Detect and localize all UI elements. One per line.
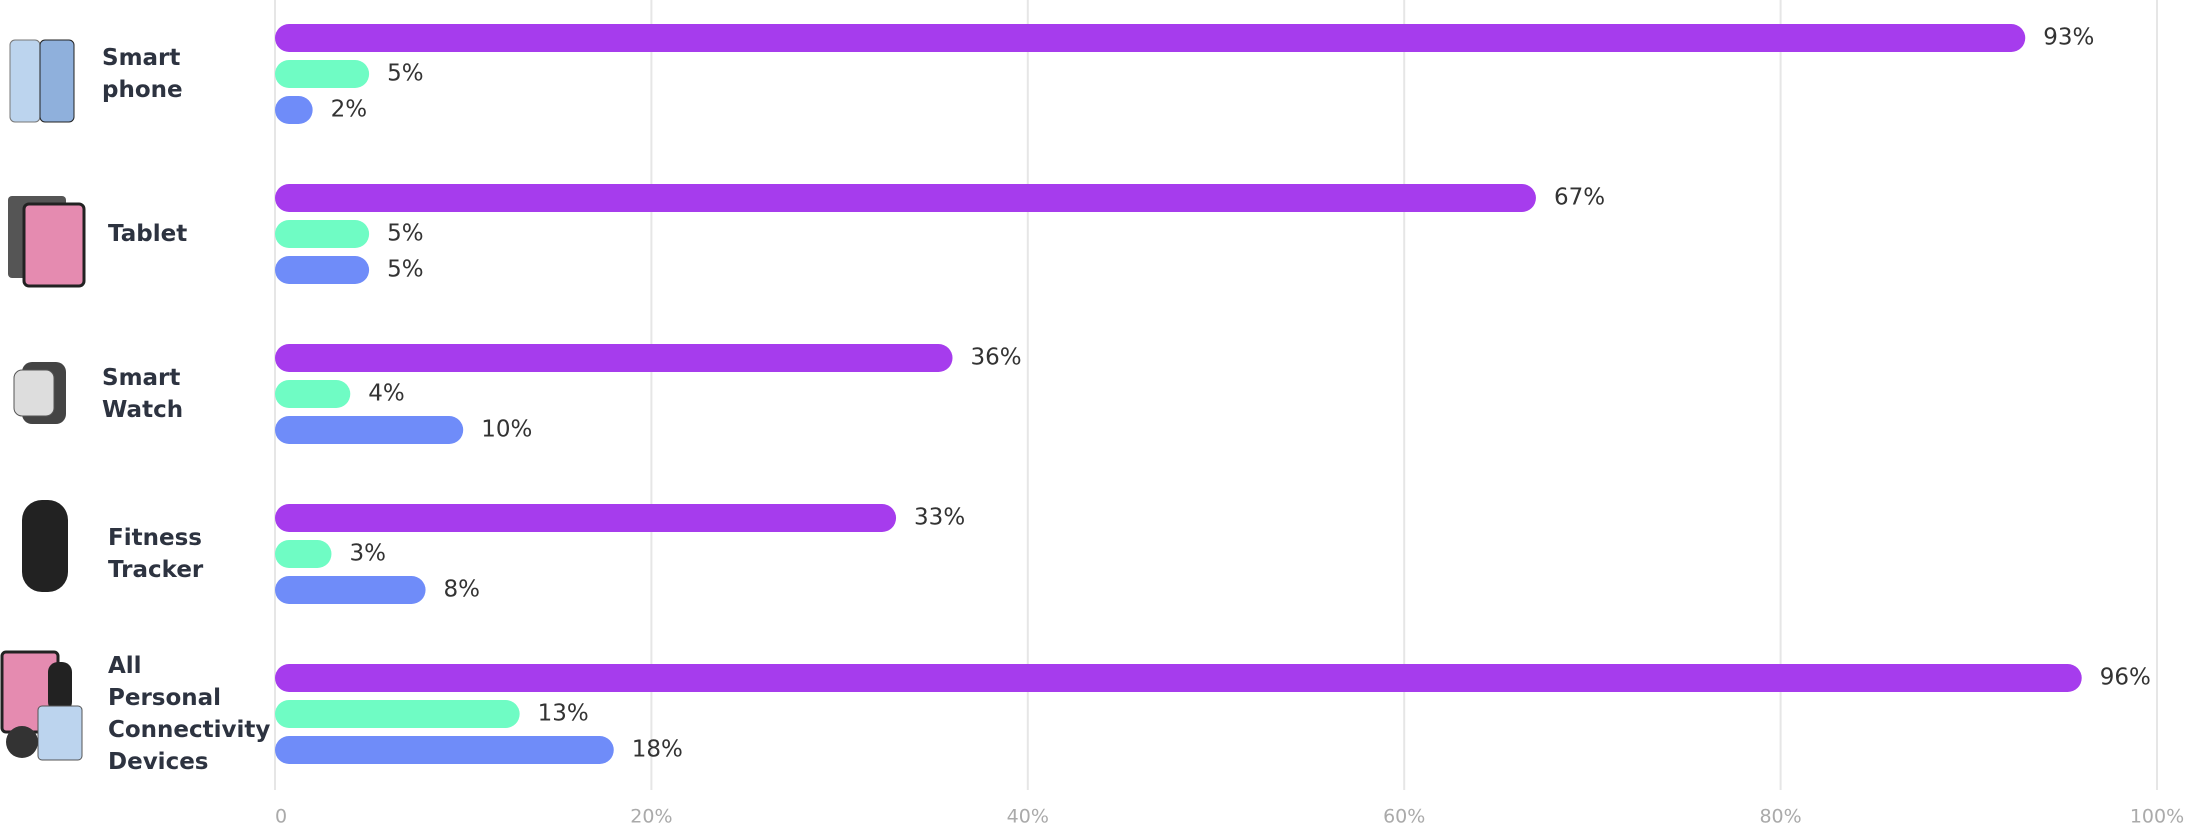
x-tick-label: 80% xyxy=(1759,806,1801,828)
bar xyxy=(275,380,351,408)
bar xyxy=(275,700,520,728)
category-label: Smart Watch xyxy=(102,365,184,423)
bar xyxy=(275,664,2082,692)
category-label: All Personal Connectivity Devices xyxy=(108,653,271,775)
bar xyxy=(275,220,370,248)
value-label: 13% xyxy=(538,701,589,727)
category-label: Fitness Tracker xyxy=(108,525,204,583)
bar xyxy=(275,576,426,604)
value-label: 93% xyxy=(2043,25,2094,51)
x-tick-label: 60% xyxy=(1383,806,1425,828)
value-label: 33% xyxy=(914,505,965,531)
value-label: 36% xyxy=(971,345,1022,371)
x-tick-label: 40% xyxy=(1007,806,1049,828)
x-tick-label: 100% xyxy=(2130,806,2184,828)
value-label: 2% xyxy=(331,97,368,123)
device-icons xyxy=(0,39,86,761)
value-label: 67% xyxy=(1554,185,1605,211)
category-label: Tablet xyxy=(108,221,188,247)
bar xyxy=(275,256,370,284)
value-label: 3% xyxy=(349,541,386,567)
bar xyxy=(275,504,897,532)
value-label: 96% xyxy=(2100,665,2151,691)
bar xyxy=(275,416,464,444)
value-label: 4% xyxy=(368,381,405,407)
value-label: 5% xyxy=(387,61,424,87)
x-tick-label: 0 xyxy=(275,806,287,828)
bar xyxy=(275,184,1536,212)
bar xyxy=(275,24,2026,52)
value-label: 10% xyxy=(481,417,532,443)
value-label: 18% xyxy=(632,737,683,763)
bar xyxy=(275,344,953,372)
bar xyxy=(275,60,370,88)
bar xyxy=(275,96,313,124)
value-label: 5% xyxy=(387,257,424,283)
category-label: Smart phone xyxy=(102,45,183,103)
value-label: 8% xyxy=(444,577,481,603)
bar xyxy=(275,736,614,764)
value-label: 5% xyxy=(387,221,424,247)
bar xyxy=(275,540,332,568)
x-tick-label: 20% xyxy=(630,806,672,828)
